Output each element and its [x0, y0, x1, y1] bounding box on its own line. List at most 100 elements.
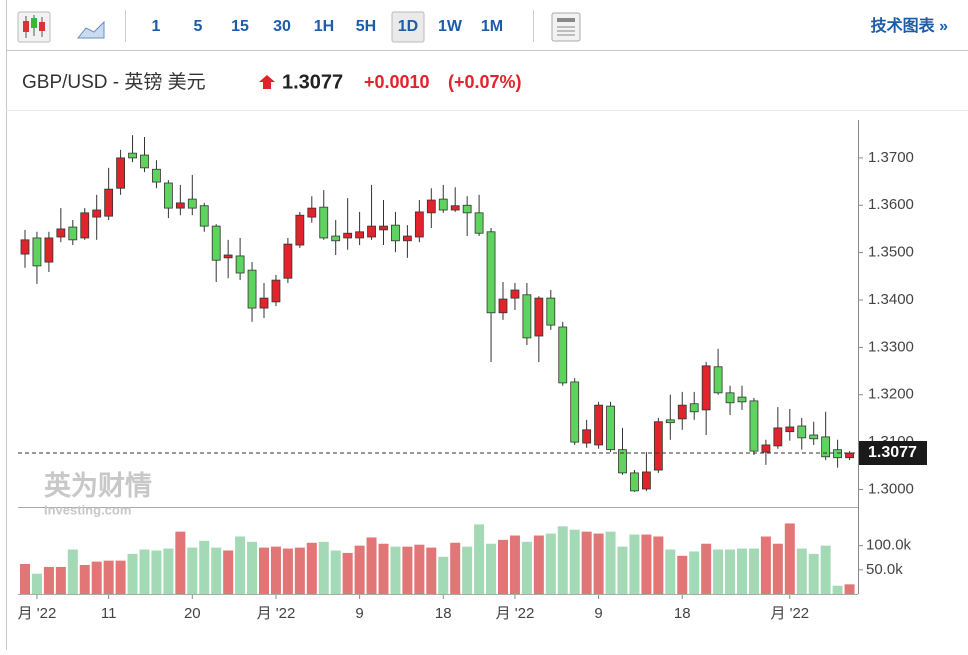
candle-body — [510, 289, 520, 299]
candle — [187, 174, 197, 216]
volume-bar — [247, 541, 258, 594]
change: +0.0010 — [364, 72, 430, 92]
volume-bar — [282, 548, 293, 594]
interval-buttons: 1 5 15 30 1H 5H 1D 1W 1M — [152, 11, 503, 43]
volume-bar — [844, 584, 855, 594]
volume-bar — [653, 536, 664, 594]
candle — [809, 421, 819, 445]
volume-bar — [725, 549, 736, 594]
volume-bar — [462, 546, 473, 594]
candle-body — [809, 434, 819, 440]
candle — [498, 282, 508, 320]
x-tick-label: 18 — [435, 605, 452, 622]
active-interval — [391, 11, 425, 43]
volume-bar — [737, 548, 747, 594]
candle-body — [235, 255, 245, 274]
volume-bar — [438, 556, 449, 594]
candle-body — [737, 396, 747, 403]
price: 1.3077 — [282, 71, 343, 93]
candle-body — [414, 211, 424, 238]
indicator-icon[interactable] — [551, 12, 581, 42]
candle — [163, 180, 173, 219]
candle-body — [498, 298, 508, 314]
candle-body — [163, 182, 173, 209]
candle-body — [187, 198, 197, 209]
technical-chart-link[interactable]: 技术图表 » — [871, 16, 948, 35]
candle — [56, 208, 66, 243]
candle — [116, 149, 125, 195]
candle-body — [725, 392, 735, 404]
candle-icon[interactable] — [17, 11, 51, 43]
x-tick-label: 18 — [674, 605, 691, 622]
candle — [665, 394, 675, 440]
candle-body — [175, 202, 185, 209]
candle — [259, 282, 269, 318]
interval-button[interactable]: 5 — [194, 18, 203, 35]
candle — [845, 451, 854, 461]
volume-bar — [581, 531, 592, 594]
interval-button[interactable]: 15 — [231, 18, 249, 35]
candle-body — [20, 239, 30, 255]
interval-button[interactable]: 5H — [356, 18, 376, 35]
candle-body — [80, 212, 90, 239]
candle-body — [594, 404, 603, 446]
volume-bar — [163, 548, 174, 594]
candle-body — [677, 404, 687, 420]
volume-bar — [629, 534, 640, 594]
candle — [32, 231, 42, 284]
candle-body — [331, 235, 341, 242]
volume-bar — [641, 534, 652, 594]
volume-bar — [354, 545, 365, 594]
candle — [343, 198, 353, 250]
candle — [761, 439, 771, 465]
volume-bar — [617, 546, 628, 594]
candle-body — [845, 452, 854, 459]
candle-body — [247, 269, 257, 309]
volume-bar — [689, 551, 700, 594]
interval-button[interactable]: 1W — [438, 18, 463, 35]
candle-body — [606, 405, 615, 451]
candle-body — [116, 157, 125, 189]
change-pct: (+0.07%) — [448, 72, 522, 92]
candle — [594, 401, 603, 449]
interval-button[interactable]: 1M — [481, 18, 503, 35]
candle — [319, 190, 329, 240]
interval-button[interactable]: 1H — [314, 18, 334, 35]
candle-body — [438, 198, 448, 211]
candle — [20, 229, 30, 268]
last-price-box — [859, 441, 927, 465]
candle — [426, 188, 436, 228]
candle — [140, 137, 149, 173]
volume-bar — [760, 536, 771, 594]
volume-bar — [593, 533, 604, 594]
volume-bar — [796, 548, 807, 594]
plot: 1.30001.31001.32001.33001.34001.35001.36… — [18, 135, 927, 594]
watermark: 英为财情 — [44, 471, 152, 501]
candle — [307, 196, 317, 223]
volume-bar — [366, 537, 377, 594]
candle — [414, 200, 424, 243]
candle-body — [618, 449, 627, 474]
volume-bar — [306, 542, 317, 594]
volume-bar — [235, 536, 246, 594]
candle-body — [391, 224, 400, 242]
candle — [725, 385, 735, 416]
volume-bar — [259, 547, 269, 594]
interval-button[interactable]: 30 — [273, 18, 291, 35]
volume-bar — [402, 546, 413, 594]
candle-body — [271, 279, 281, 303]
interval-button[interactable]: 1 — [152, 18, 161, 35]
candle — [534, 296, 544, 363]
volume-bar — [43, 566, 54, 594]
volume-bar — [378, 543, 389, 594]
candle-body — [474, 212, 484, 234]
candle-body — [689, 403, 699, 413]
candle-body — [761, 444, 771, 453]
area-icon[interactable] — [76, 20, 105, 39]
volume-bar — [509, 535, 520, 594]
x-tick-label: 9 — [594, 605, 602, 622]
volume-bar — [665, 549, 676, 594]
interval-button[interactable]: 1D — [398, 18, 418, 35]
